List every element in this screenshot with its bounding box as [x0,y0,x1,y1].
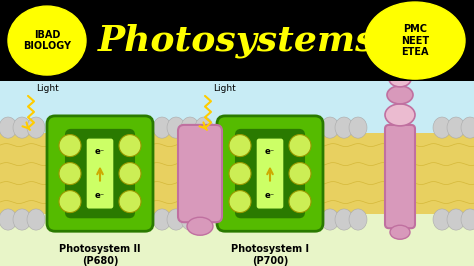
Ellipse shape [13,209,31,230]
Ellipse shape [461,117,474,138]
Circle shape [229,163,251,185]
FancyBboxPatch shape [236,130,304,217]
Text: e⁻: e⁻ [265,147,275,156]
Ellipse shape [167,209,185,230]
Circle shape [119,190,141,213]
Circle shape [119,163,141,185]
Text: Photosystems: Photosystems [98,23,376,58]
Text: e⁻: e⁻ [95,147,105,156]
Circle shape [289,135,311,157]
FancyBboxPatch shape [66,130,134,217]
Text: Light: Light [213,84,236,93]
Ellipse shape [365,2,465,79]
Ellipse shape [461,209,474,230]
Text: Light: Light [36,84,59,93]
Ellipse shape [27,117,45,138]
Ellipse shape [433,209,451,230]
Ellipse shape [389,71,411,87]
Ellipse shape [0,209,17,230]
Ellipse shape [27,209,45,230]
Circle shape [289,190,311,213]
Text: PMC
NEET
ETEA: PMC NEET ETEA [401,24,429,57]
Text: e⁻: e⁻ [265,191,275,200]
Circle shape [59,190,81,213]
Text: e⁻: e⁻ [95,191,105,200]
Ellipse shape [335,117,353,138]
Ellipse shape [433,117,451,138]
Circle shape [229,190,251,213]
Bar [0,81,474,133]
Ellipse shape [387,86,413,104]
Circle shape [289,163,311,185]
Text: IBAD
BIOLOGY: IBAD BIOLOGY [23,30,71,51]
Ellipse shape [0,117,17,138]
Circle shape [229,135,251,157]
Ellipse shape [447,117,465,138]
Ellipse shape [167,117,185,138]
Ellipse shape [349,209,367,230]
Text: Photosystem I: Photosystem I [231,244,309,254]
FancyBboxPatch shape [217,116,323,231]
Bar [0,133,474,214]
Ellipse shape [321,117,339,138]
Circle shape [59,163,81,185]
FancyBboxPatch shape [178,125,222,222]
Ellipse shape [447,209,465,230]
Ellipse shape [181,117,199,138]
Text: (P680): (P680) [82,256,118,266]
FancyBboxPatch shape [256,138,284,209]
Ellipse shape [153,209,171,230]
FancyBboxPatch shape [47,116,153,231]
Ellipse shape [187,217,213,235]
Ellipse shape [181,209,199,230]
FancyBboxPatch shape [86,138,114,209]
Ellipse shape [13,117,31,138]
Ellipse shape [153,117,171,138]
Ellipse shape [349,117,367,138]
Text: (P700): (P700) [252,256,288,266]
Ellipse shape [195,117,213,138]
Ellipse shape [8,6,86,75]
Bar [0,214,474,266]
Circle shape [119,135,141,157]
FancyBboxPatch shape [385,125,415,228]
Text: Photosystem II: Photosystem II [59,244,141,254]
Ellipse shape [390,225,410,239]
Circle shape [59,135,81,157]
Ellipse shape [385,104,415,126]
Ellipse shape [321,209,339,230]
Ellipse shape [335,209,353,230]
Ellipse shape [195,209,213,230]
